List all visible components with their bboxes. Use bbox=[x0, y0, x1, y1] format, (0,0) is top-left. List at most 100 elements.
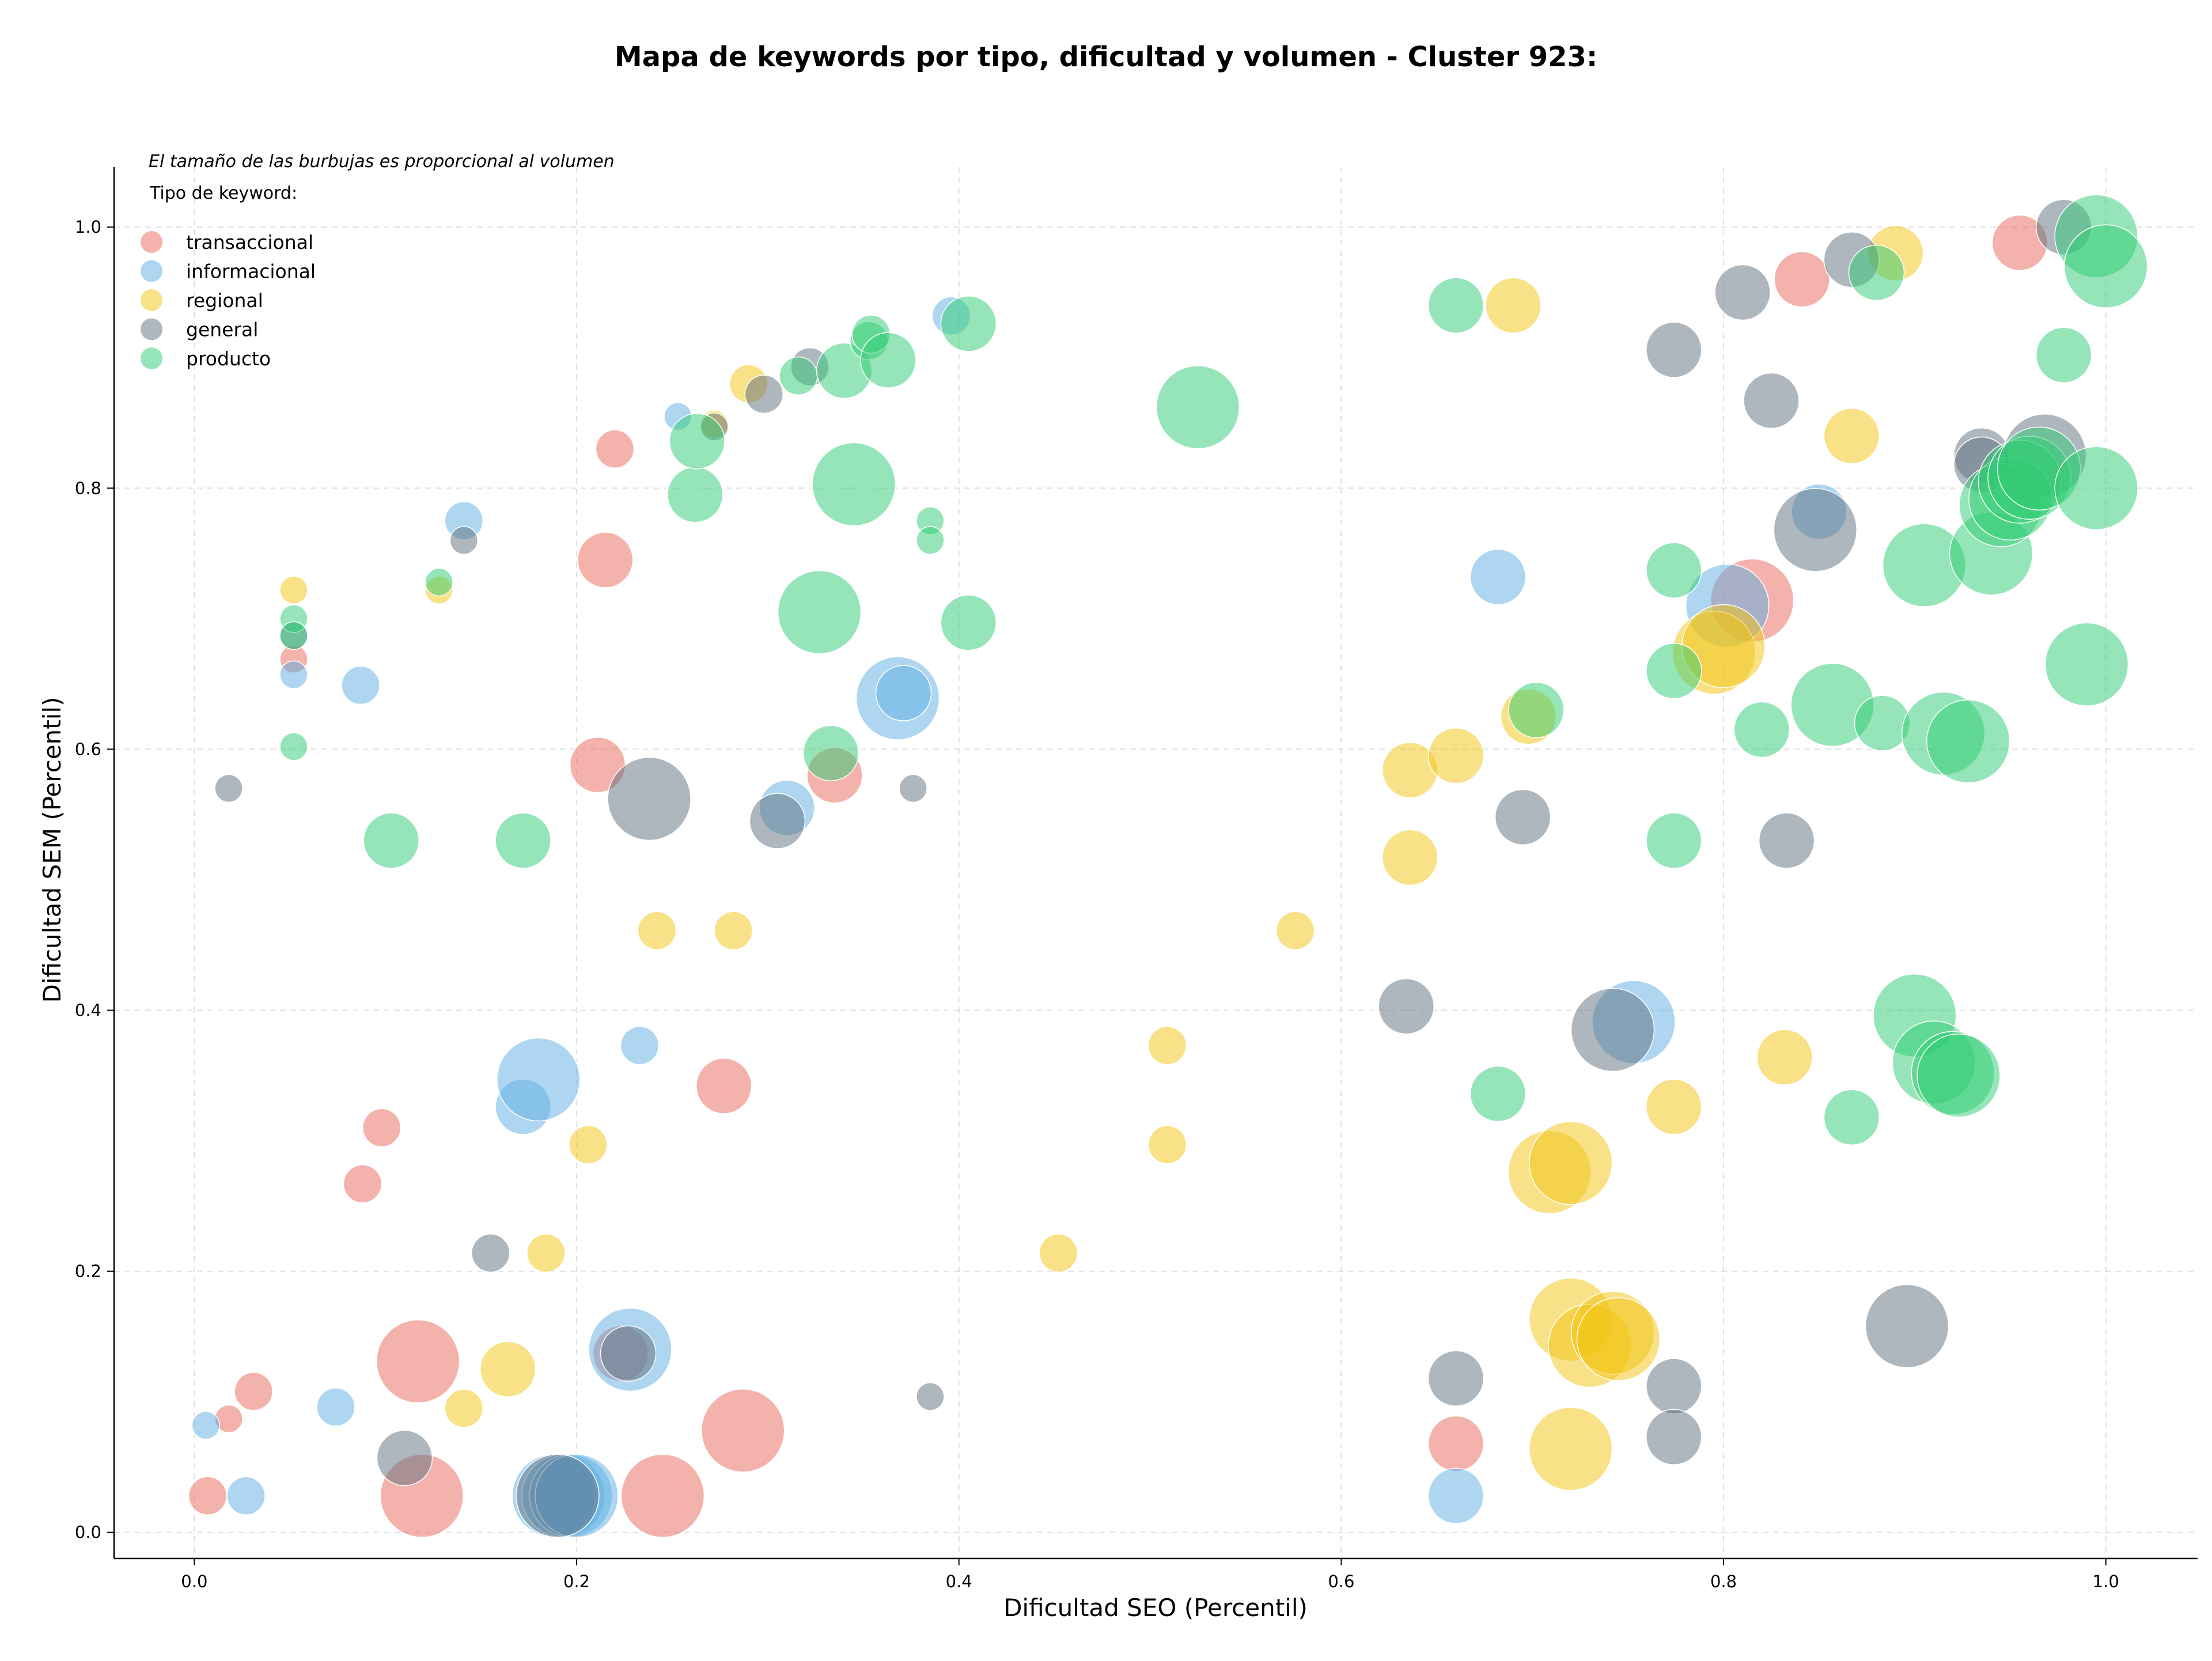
bubble-general bbox=[1646, 1409, 1702, 1466]
bubble-general bbox=[1773, 488, 1858, 572]
legend-title: Tipo de keyword: bbox=[149, 183, 297, 203]
x-tick-label: 1.0 bbox=[2093, 1572, 2119, 1591]
bubble-informacional bbox=[279, 660, 308, 690]
legend-label: general bbox=[186, 319, 258, 341]
series-producto bbox=[279, 194, 2148, 1146]
bubble-transaccional bbox=[234, 1372, 273, 1411]
bubble-producto bbox=[1854, 695, 1911, 751]
y-tick-label: 0.6 bbox=[75, 739, 101, 759]
bubble-regional bbox=[1646, 1079, 1702, 1135]
legend-item-producto: producto bbox=[141, 347, 271, 370]
bubble-regional bbox=[1427, 727, 1484, 784]
legend-label: producto bbox=[186, 347, 271, 370]
series-general bbox=[214, 199, 2092, 1538]
bubble-producto bbox=[802, 725, 859, 781]
bubble-informacional bbox=[1427, 1467, 1484, 1524]
bubble-producto bbox=[1469, 1065, 1527, 1122]
bubble-general bbox=[471, 1234, 510, 1273]
bubble-producto bbox=[916, 526, 945, 555]
legend-label: regional bbox=[186, 289, 263, 312]
bubble-transaccional bbox=[700, 1388, 785, 1473]
x-tick-label: 0.6 bbox=[1328, 1572, 1354, 1591]
x-axis-label: Dificultad SEO (Percentil) bbox=[1003, 1594, 1308, 1622]
y-tick-label: 0.8 bbox=[75, 478, 101, 498]
bubble-general bbox=[1743, 372, 1800, 429]
x-tick-label: 0.4 bbox=[946, 1572, 972, 1591]
bubble-regional bbox=[527, 1234, 566, 1273]
bubble-producto bbox=[940, 296, 997, 352]
y-tick-label: 0.2 bbox=[75, 1262, 101, 1281]
bubble-producto bbox=[1646, 642, 1702, 699]
bubble-producto bbox=[495, 812, 551, 869]
bubble-regional bbox=[1147, 1026, 1187, 1065]
legend-item-informacional: informacional bbox=[141, 260, 316, 283]
bubble-producto bbox=[667, 466, 724, 523]
bubble-regional bbox=[1528, 1121, 1613, 1205]
bubble-informacional bbox=[496, 1037, 581, 1122]
bubble-regional bbox=[279, 576, 308, 604]
bubble-general bbox=[1646, 1358, 1702, 1414]
bubble-producto bbox=[777, 570, 862, 654]
bubble-general bbox=[1427, 1350, 1484, 1407]
bubble-producto bbox=[1646, 812, 1702, 869]
y-tick-label: 1.0 bbox=[75, 217, 101, 237]
bubble-general bbox=[214, 774, 243, 803]
bubble-producto bbox=[2054, 446, 2138, 531]
bubble-regional bbox=[1528, 1406, 1613, 1491]
bubble-informacional bbox=[620, 1026, 660, 1065]
bubble-producto bbox=[1916, 1034, 2001, 1118]
legend: Tipo de keyword: transaccional informacio… bbox=[141, 183, 316, 370]
bubble-regional bbox=[1576, 1297, 1661, 1382]
bubble-general bbox=[916, 1382, 945, 1411]
bubble-producto bbox=[779, 356, 818, 396]
bubble-general bbox=[1646, 321, 1702, 378]
legend-marker bbox=[141, 318, 162, 340]
bubble-producto bbox=[279, 732, 308, 761]
bubble-general bbox=[1865, 1284, 1949, 1368]
bubble-transaccional bbox=[188, 1476, 228, 1516]
legend-marker bbox=[141, 260, 162, 282]
bubble-general bbox=[600, 1325, 657, 1382]
bubble-producto bbox=[2063, 224, 2148, 308]
grid-lines bbox=[114, 167, 2198, 1558]
bubble-producto bbox=[363, 812, 419, 869]
legend-marker bbox=[141, 289, 162, 311]
bubble-general bbox=[1378, 978, 1434, 1035]
x-tick-label: 0.0 bbox=[181, 1572, 207, 1591]
bubble-regional bbox=[714, 911, 753, 951]
bubble-producto bbox=[1926, 699, 2010, 784]
bubble-regional bbox=[444, 1388, 484, 1428]
bubble-transaccional bbox=[376, 1319, 460, 1403]
bubble-general bbox=[1758, 812, 1815, 869]
bubble-informacional bbox=[1469, 548, 1527, 606]
legend-label: informacional bbox=[186, 260, 316, 283]
bubble-general bbox=[516, 1454, 600, 1538]
bubble-producto bbox=[860, 332, 916, 389]
bubble-general bbox=[1570, 987, 1655, 1072]
bubble-transaccional bbox=[595, 429, 635, 469]
bubble-regional bbox=[1039, 1234, 1078, 1273]
bubble-transaccional bbox=[695, 1058, 752, 1114]
bubble-producto bbox=[1848, 244, 1905, 301]
bubble-producto bbox=[1508, 682, 1565, 739]
y-tick-label: 0.0 bbox=[75, 1523, 101, 1542]
bubble-producto bbox=[2035, 327, 2092, 383]
legend-item-general: general bbox=[141, 318, 258, 341]
x-tick-label: 0.2 bbox=[563, 1572, 590, 1591]
y-axis-label: Dificultad SEM (Percentil) bbox=[38, 697, 66, 1003]
bubble-general bbox=[749, 793, 806, 849]
legend-marker bbox=[141, 347, 162, 369]
bubble-producto bbox=[1156, 365, 1240, 449]
legend-item-regional: regional bbox=[141, 289, 263, 312]
bubble-regional bbox=[1823, 407, 1880, 464]
bubble-transaccional bbox=[362, 1108, 402, 1148]
bubbles bbox=[188, 194, 2148, 1538]
bubble-producto bbox=[1733, 701, 1790, 758]
bubble-regional bbox=[569, 1125, 608, 1164]
legend-item-transaccional: transaccional bbox=[141, 231, 313, 253]
bubble-general bbox=[607, 756, 691, 841]
bubble-transaccional bbox=[1774, 251, 1830, 308]
bubble-transaccional bbox=[620, 1454, 705, 1538]
bubble-size-note: El tamaño de las burbujas es proporciona… bbox=[149, 152, 615, 172]
y-tick-label: 0.4 bbox=[75, 1000, 101, 1020]
